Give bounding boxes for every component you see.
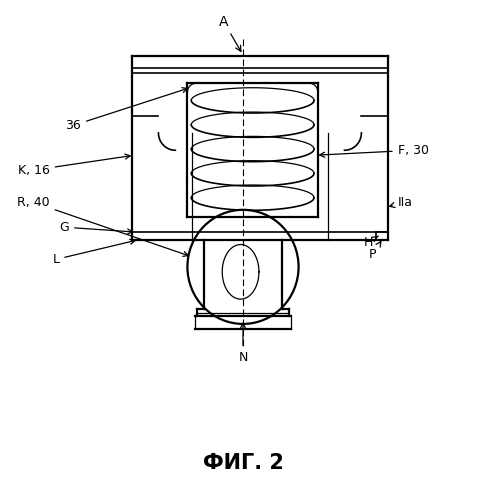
Text: F, 30: F, 30 bbox=[320, 144, 429, 157]
Text: ФИГ. 2: ФИГ. 2 bbox=[203, 453, 283, 473]
Text: H: H bbox=[364, 236, 378, 249]
Text: N: N bbox=[238, 323, 248, 364]
Text: P: P bbox=[369, 242, 381, 261]
Text: G: G bbox=[59, 221, 133, 234]
Text: IIа: IIа bbox=[390, 196, 413, 209]
Text: L: L bbox=[52, 240, 135, 266]
Text: R, 40: R, 40 bbox=[17, 196, 188, 256]
Text: K, 16: K, 16 bbox=[18, 154, 130, 177]
Text: A: A bbox=[219, 14, 241, 51]
Text: 36: 36 bbox=[66, 88, 187, 132]
